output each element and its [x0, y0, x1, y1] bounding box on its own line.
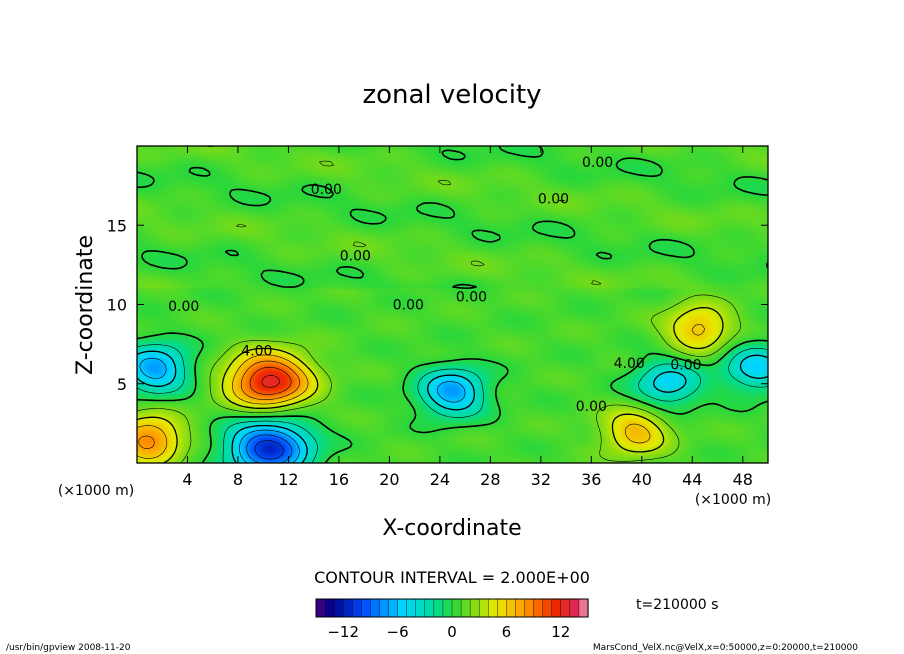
colorbar-swatch — [352, 598, 362, 618]
contour-level-minus-8 — [246, 434, 293, 463]
time-label: t=210000 s — [636, 597, 718, 613]
y-axis-title: Z-coordinate — [73, 235, 98, 375]
colorbar-swatch — [433, 598, 444, 618]
x-axis-ticks: 4 8 12 16 20 24 28 32 36 40 44 48 — [182, 146, 753, 489]
colorbar-swatch — [506, 598, 517, 618]
x-tick-label: 12 — [278, 470, 298, 489]
contour-level-4 — [137, 306, 724, 463]
x-tick-label: 40 — [632, 470, 652, 489]
colorbar-swatch — [488, 598, 498, 618]
x-tick-label: 4 — [182, 470, 192, 489]
colorbar-swatch — [524, 598, 535, 618]
contour-interval-label: CONTOUR INTERVAL = 2.000E+00 — [314, 568, 590, 587]
colorbar-swatch — [460, 598, 471, 618]
colorbar-swatch — [451, 598, 462, 618]
colorbar-swatch — [388, 598, 399, 618]
contour-label: 4.00 — [614, 356, 645, 372]
colorbar-swatch — [379, 598, 390, 618]
contour-level-minus-6 — [139, 357, 466, 463]
contour-level-10 — [249, 366, 292, 395]
y-tick-label: 10 — [107, 296, 127, 315]
velocity-field-image — [137, 146, 768, 463]
x-tick-label: 24 — [430, 470, 450, 489]
x-tick-label: 32 — [531, 470, 551, 489]
colorbar-swatch — [542, 598, 553, 618]
colorbar-swatch — [343, 598, 353, 618]
colorbar-swatch — [333, 598, 344, 618]
colorbar-swatch — [397, 598, 408, 618]
x-tick-label: 20 — [379, 470, 399, 489]
contour-label: 0.00 — [538, 191, 569, 207]
y-tick-label: 5 — [117, 375, 127, 394]
contour-level-12 — [261, 375, 280, 388]
colorbar-swatch — [560, 598, 571, 618]
contour-label: 0.00 — [393, 298, 424, 314]
colorbar-tick-label: −12 — [327, 623, 359, 641]
colorbar-swatch — [415, 598, 426, 618]
x-axis-title: X-coordinate — [382, 516, 521, 541]
colorbar-tick-label: 12 — [551, 623, 570, 641]
colorbar-swatch — [424, 598, 435, 618]
x-tick-label: 28 — [480, 470, 500, 489]
contour-label: 0.00 — [576, 399, 607, 415]
footer-right: MarsCond_VelX.nc@VelX,x=0:50000,z=0:2000… — [593, 643, 858, 653]
contour-label: 0.00 — [168, 299, 199, 315]
contour-label: 0.00 — [456, 290, 487, 306]
contour-level-minus-10 — [254, 440, 284, 460]
contour-label: 0.00 — [340, 248, 371, 264]
contour-level-0 — [137, 146, 768, 463]
colorbar-swatch — [569, 598, 580, 618]
colorbar-frame — [315, 598, 589, 618]
x-tick-label: 44 — [682, 470, 702, 489]
x-axis-unit-left: (×1000 m) — [58, 483, 134, 499]
contour-lines — [137, 146, 768, 463]
contour-level-minus-2 — [137, 344, 768, 463]
x-axis-unit-right: (×1000 m) — [695, 492, 771, 508]
x-tick-label: 48 — [733, 470, 753, 489]
colorbar-swatch — [515, 598, 526, 618]
y-tick-label: 15 — [107, 216, 127, 235]
colorbar-swatch — [406, 598, 417, 618]
colorbar-swatch — [370, 598, 381, 618]
colorbar-swatch — [361, 598, 372, 618]
colorbar — [315, 598, 589, 618]
colorbar-swatch — [479, 598, 489, 618]
colorbar-swatch — [324, 598, 335, 618]
x-tick-label: 16 — [329, 470, 349, 489]
footer-left: /usr/bin/gpview 2008-11-20 — [6, 643, 131, 653]
colorbar-tick-label: 6 — [502, 623, 512, 641]
chart-title: zonal velocity — [362, 80, 541, 110]
colorbar-swatch — [497, 598, 508, 618]
contour-level-minus-4 — [137, 350, 768, 463]
colorbar-ticks: −12 −6 0 6 12 — [327, 623, 570, 641]
contour-label: 0.00 — [311, 182, 342, 198]
colorbar-swatch — [578, 598, 589, 618]
colorbar-swatch — [533, 598, 544, 618]
colorbar-tick-label: −6 — [387, 623, 409, 641]
colorbar-tick-label: 0 — [447, 623, 457, 641]
plot-area — [137, 146, 768, 463]
x-tick-label: 8 — [233, 470, 243, 489]
colorbar-swatch — [551, 598, 562, 618]
colorbar-swatch — [315, 598, 326, 618]
contour-label: 0.00 — [670, 358, 701, 374]
contour-label: 4.00 — [241, 343, 272, 359]
contour-labels: 0.00 0.00 0.00 0.00 0.00 0.00 0.00 4.00 4.00 0.00… — [168, 155, 701, 415]
colorbar-swatch — [442, 598, 453, 618]
contour-level-8 — [138, 360, 300, 449]
colorbar-swatch — [469, 598, 480, 618]
contour-label: 0.00 — [582, 155, 613, 171]
x-tick-label: 36 — [581, 470, 601, 489]
contour-level-6 — [137, 324, 705, 459]
y-axis-ticks: 5 10 15 — [107, 216, 768, 394]
